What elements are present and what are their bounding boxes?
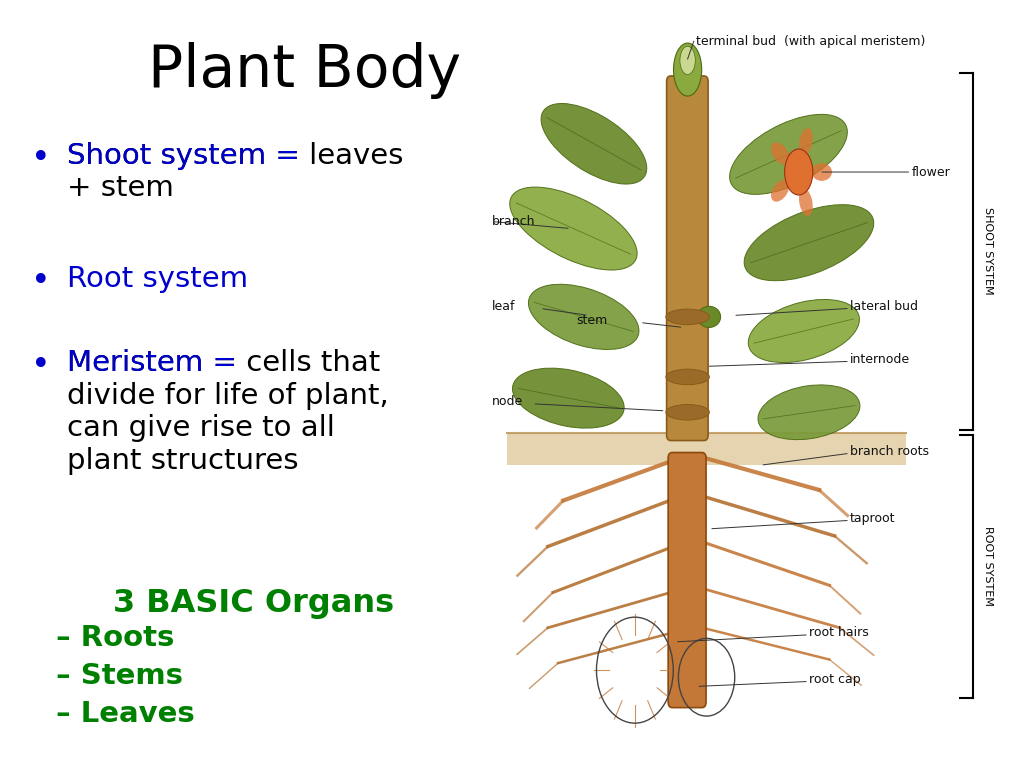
Text: flower: flower (911, 166, 950, 178)
Text: – Roots: – Roots (56, 624, 175, 651)
Ellipse shape (749, 300, 859, 362)
Text: internode: internode (850, 353, 910, 366)
Text: •: • (31, 265, 50, 298)
Ellipse shape (771, 180, 790, 202)
Ellipse shape (771, 142, 790, 164)
Text: node: node (492, 396, 523, 408)
Text: Meristem = cells that
divide for life of plant,
can give rise to all
plant struc: Meristem = cells that divide for life of… (67, 349, 388, 475)
Ellipse shape (666, 369, 710, 385)
Text: Meristem =: Meristem = (67, 349, 237, 377)
Ellipse shape (512, 368, 625, 428)
Ellipse shape (799, 128, 813, 155)
Text: root cap: root cap (809, 673, 860, 686)
Text: •: • (31, 349, 50, 382)
Text: root hairs: root hairs (809, 626, 868, 639)
Ellipse shape (811, 163, 831, 180)
Text: ROOT SYSTEM: ROOT SYSTEM (983, 526, 993, 606)
FancyBboxPatch shape (668, 452, 707, 707)
Ellipse shape (744, 204, 873, 281)
Bar (507, 433, 906, 465)
Text: taproot: taproot (850, 511, 895, 525)
Text: – Stems: – Stems (56, 662, 183, 690)
Ellipse shape (528, 284, 639, 349)
Ellipse shape (799, 189, 813, 216)
Text: lateral bud: lateral bud (850, 300, 918, 313)
Text: terminal bud  (with apical meristem): terminal bud (with apical meristem) (696, 35, 926, 48)
Text: 3 BASIC Organs: 3 BASIC Organs (113, 588, 394, 618)
Ellipse shape (666, 309, 710, 325)
Text: branch roots: branch roots (850, 445, 929, 458)
Text: Root system: Root system (67, 265, 248, 293)
Ellipse shape (666, 405, 710, 420)
Ellipse shape (697, 306, 721, 327)
Ellipse shape (758, 385, 860, 439)
Ellipse shape (674, 43, 701, 96)
Text: Shoot system = leaves
+ stem: Shoot system = leaves + stem (67, 142, 402, 203)
Ellipse shape (541, 104, 647, 184)
FancyBboxPatch shape (667, 76, 709, 441)
Ellipse shape (784, 149, 813, 195)
Text: SHOOT SYSTEM: SHOOT SYSTEM (983, 207, 993, 295)
Ellipse shape (730, 114, 847, 194)
Text: Shoot system =: Shoot system = (67, 142, 299, 170)
Text: leaf: leaf (492, 300, 515, 313)
Text: branch: branch (492, 215, 535, 228)
Text: stem: stem (575, 314, 607, 327)
Text: – Leaves: – Leaves (56, 700, 195, 728)
Text: •: • (31, 142, 50, 175)
Ellipse shape (510, 187, 637, 270)
Text: Plant Body: Plant Body (148, 42, 462, 99)
Ellipse shape (680, 46, 695, 74)
